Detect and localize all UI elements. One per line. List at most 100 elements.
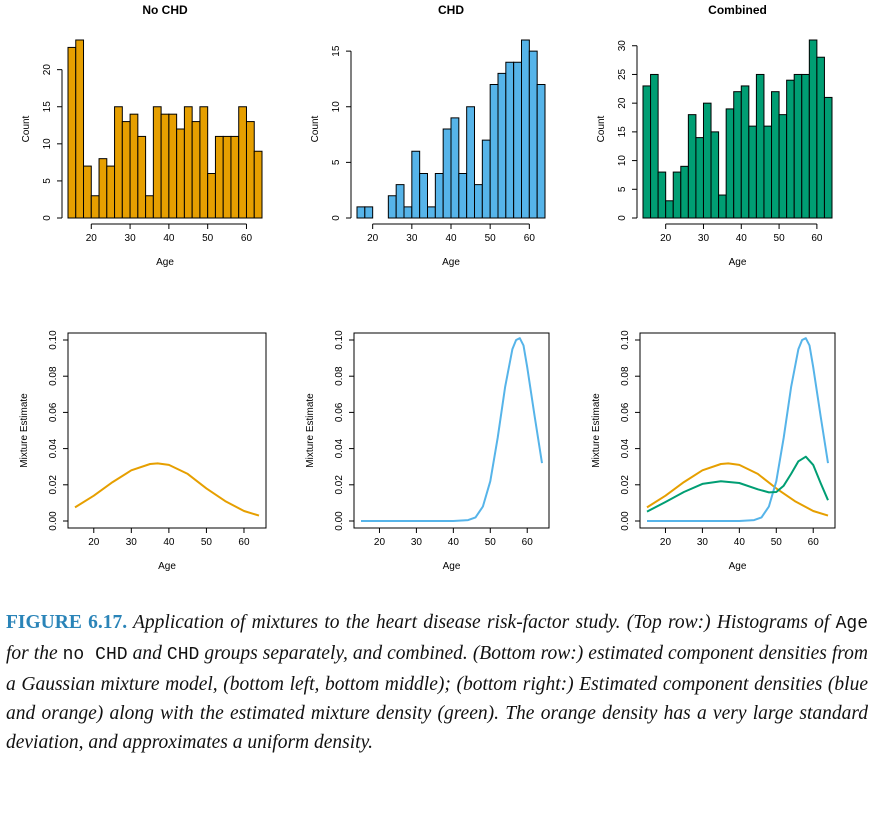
histogram-bar <box>755 73 765 219</box>
histogram-bar <box>222 135 232 219</box>
x-tick-label: 30 <box>126 537 138 548</box>
density-combined-panel: 20 30 40 50 60 Age 0.00 0.02 0.04 0.06 0.08 0.10 Mix… <box>591 330 836 572</box>
histogram-bar <box>245 121 255 219</box>
x-tick-label: 60 <box>811 233 823 244</box>
x-tick-label: 30 <box>697 537 709 548</box>
histogram-bar <box>403 206 413 219</box>
x-tick-label: 20 <box>88 537 100 548</box>
x-tick-label: 60 <box>241 233 253 244</box>
caption-text-4: groups separately, and combined. (Bottom… <box>6 643 869 753</box>
hist-nochd-panel: No CHD 20 30 40 50 60 Age 0 5 10 15 20 Count <box>21 3 263 268</box>
y-tick-label: 5 <box>617 186 628 192</box>
density-nochd-panel: 20 30 40 50 60 Age 0.00 0.02 0.04 0.06 0.08 0.10 Mix… <box>19 330 267 572</box>
histogram-bar <box>356 206 366 219</box>
histogram-bar <box>450 117 460 219</box>
y-tick-label: 0.06 <box>48 402 59 422</box>
y-tick-label: 0.08 <box>620 366 631 386</box>
histogram-bar <box>733 91 742 219</box>
histogram-bar <box>771 91 780 219</box>
y-axis-label: Mixture Estimate <box>591 393 602 468</box>
caption-text-3: and <box>127 643 167 664</box>
histogram-bar <box>725 108 735 219</box>
histogram-bar <box>114 106 123 219</box>
density-line-2 <box>646 455 829 513</box>
x-tick-label: 40 <box>734 537 746 548</box>
plot-frame <box>353 332 550 529</box>
histogram-bar <box>191 121 201 219</box>
x-tick-label: 20 <box>374 537 386 548</box>
x-axis-label: Age <box>442 257 460 268</box>
hist-combined-panel: Combined 20 30 40 50 60 Age 0 5 10 15 20 25 30 Count <box>596 3 833 268</box>
caption-text-1: Application of mixtures to the heart dis… <box>127 612 836 633</box>
histogram-bar <box>238 106 247 219</box>
figure-label: FIGURE 6.17. <box>6 612 128 633</box>
density-line-0 <box>646 462 829 517</box>
histogram-bar <box>230 135 240 219</box>
density-chd-panel: 20 30 40 50 60 Age 0.00 0.02 0.04 0.06 0.08 0.10 Mix… <box>305 330 550 572</box>
histogram-bar <box>710 131 720 219</box>
y-tick-label: 15 <box>617 126 628 138</box>
y-tick-label: 25 <box>617 68 628 80</box>
histogram-bar <box>129 113 139 219</box>
histogram-bar <box>528 50 538 219</box>
y-axis-label: Count <box>596 115 607 142</box>
histogram-bar <box>183 106 193 219</box>
histogram-bar <box>137 135 147 219</box>
histogram-bar <box>672 171 682 219</box>
histogram-bar <box>387 195 397 219</box>
y-axis-label: Count <box>21 115 32 142</box>
histogram-bar <box>83 165 92 219</box>
y-tick-label: 0 <box>42 215 53 221</box>
histogram-bar <box>801 73 810 219</box>
y-axis-label: Mixture Estimate <box>19 393 30 468</box>
histogram-bar <box>168 113 178 219</box>
histogram-bar <box>442 128 452 219</box>
y-tick-label: 0.04 <box>620 438 631 458</box>
density-line-1 <box>647 337 829 522</box>
y-tick-label: 5 <box>42 178 53 184</box>
histogram-bar <box>536 84 546 219</box>
y-tick-label: 10 <box>617 155 628 167</box>
hist-chd-panel: CHD 20 30 40 50 60 Age 0 5 10 15 Count <box>310 3 546 268</box>
histogram-bar <box>160 113 170 219</box>
y-tick-label: 0.00 <box>48 511 59 531</box>
y-tick-label: 10 <box>331 101 342 113</box>
x-tick-label: 50 <box>485 537 497 548</box>
y-tick-label: 0.04 <box>334 438 345 458</box>
x-tick-label: 40 <box>448 537 460 548</box>
histogram-bar <box>395 184 405 219</box>
histogram-bar <box>793 73 803 219</box>
x-axis-label: Age <box>729 257 747 268</box>
x-tick-label: 40 <box>445 233 457 244</box>
y-tick-label: 0.06 <box>620 402 631 422</box>
x-axis-label: Age <box>156 257 174 268</box>
x-tick-label: 50 <box>485 233 497 244</box>
histogram-bar <box>434 173 444 219</box>
y-tick-label: 15 <box>42 101 53 113</box>
x-tick-label: 30 <box>406 233 418 244</box>
histogram-bar <box>657 171 667 219</box>
histogram-bar <box>419 173 428 219</box>
histogram-bar <box>680 165 689 219</box>
histogram-bar <box>214 135 224 219</box>
x-axis-label: Age <box>729 561 747 572</box>
caption-text-2: for the <box>6 643 63 664</box>
histogram-bar <box>505 61 515 219</box>
histogram-bar <box>411 150 421 219</box>
histogram-bar <box>253 150 263 219</box>
y-tick-label: 0.08 <box>334 366 345 386</box>
y-tick-label: 0 <box>331 215 342 221</box>
figure-caption: FIGURE 6.17. Application of mixtures to … <box>6 608 868 757</box>
histogram-bar <box>650 73 659 219</box>
plot-frame <box>67 332 267 529</box>
y-tick-label: 10 <box>42 138 53 150</box>
histogram-bar <box>816 56 825 219</box>
histogram-bar <box>521 39 530 219</box>
x-tick-label: 50 <box>774 233 786 244</box>
x-tick-label: 20 <box>367 233 379 244</box>
y-tick-label: 0.06 <box>334 402 345 422</box>
histogram-bar <box>98 158 108 219</box>
histogram-bar <box>90 195 100 219</box>
y-tick-label: 0.02 <box>334 475 345 495</box>
